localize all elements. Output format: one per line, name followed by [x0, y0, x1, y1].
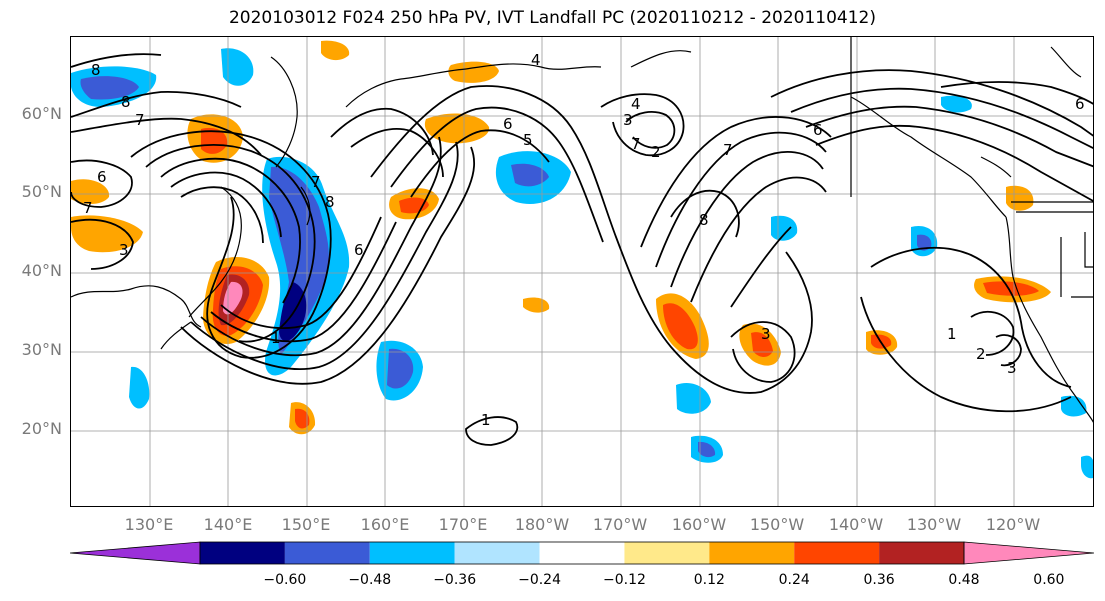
map-plot: 8 8 7 6 7 3 4 4 3 6 5 7 2 6 7 8 6 1 1 2 …: [71, 37, 1093, 506]
positive-anomaly-region: [663, 303, 698, 350]
map-title: 2020103012 F024 250 hPa PV, IVT Landfall…: [228, 8, 876, 28]
lat-label: 20°N: [21, 419, 62, 438]
positive-anomaly-region: [448, 61, 499, 83]
lon-label: 140°E: [203, 515, 253, 534]
contour-label: 8: [121, 93, 131, 111]
colorbar-tick-label: −0.24: [518, 572, 561, 588]
colorbar-segment: [454, 542, 540, 564]
colorbar-segment: [794, 542, 880, 564]
pv-shading-layer: [71, 40, 1093, 479]
negative-anomaly-region: [387, 348, 414, 389]
contour-label: 5: [523, 131, 533, 149]
positive-anomaly-region: [321, 40, 350, 61]
contour-label: 3: [623, 111, 633, 129]
colorbar-tick-label: −0.60: [263, 572, 307, 588]
negative-anomaly-region: [941, 95, 972, 113]
lon-label: 170°E: [438, 515, 488, 534]
contour-label: 8: [91, 61, 101, 79]
negative-anomaly-region: [129, 366, 150, 409]
contour-label: 7: [631, 135, 641, 153]
colorbar-tick-label: 0.60: [1033, 572, 1065, 588]
negative-anomaly-region: [676, 382, 711, 414]
positive-anomaly-region: [1006, 185, 1034, 211]
lat-label: 40°N: [21, 261, 62, 280]
lon-label: 120°W: [985, 515, 1041, 534]
colorbar-segment: [879, 542, 964, 564]
contour-label: 7: [311, 173, 321, 191]
colorbar-tick-label: −0.12: [602, 572, 646, 588]
contour-label: 8: [699, 211, 709, 229]
positive-anomaly-region: [983, 281, 1039, 296]
lon-label: 140°W: [828, 515, 884, 534]
contour-label: 7: [723, 141, 733, 159]
colorbar-tick-label: −0.36: [433, 572, 477, 588]
map-panel: 8 8 7 6 7 3 4 4 3 6 5 7 2 6 7 8 6 1 1 2 …: [70, 36, 1094, 507]
contour-label: 2: [976, 345, 986, 363]
colorbar-tick-label: −0.48: [348, 572, 392, 588]
contour-label: 3: [119, 241, 129, 259]
positive-anomaly-region: [523, 297, 550, 313]
colorbar: [70, 541, 1094, 565]
lon-label: 150°W: [749, 515, 805, 534]
contour-label: 3: [761, 325, 771, 343]
colorbar-extend-max: [963, 541, 1094, 565]
lat-label: 30°N: [21, 340, 62, 359]
contour-label: 6: [1075, 95, 1085, 113]
negative-anomaly-region: [698, 441, 716, 458]
colorbar-segment: [624, 542, 710, 564]
colorbar-segment: [200, 542, 285, 564]
contour-label: 7: [135, 111, 145, 129]
negative-anomaly-region: [1061, 395, 1087, 417]
lon-label: 180°W: [514, 515, 570, 534]
positive-anomaly-region: [1081, 455, 1093, 479]
contour-label: 7: [83, 199, 93, 217]
graticule: [71, 37, 1093, 506]
contour-label: 3: [1007, 359, 1017, 377]
lon-label: 160°W: [671, 515, 727, 534]
colorbar-extend-min: [70, 541, 201, 565]
lat-label: 60°N: [21, 104, 62, 123]
colorbar-segment: [369, 542, 455, 564]
colorbar-tick-label: 0.36: [863, 572, 895, 588]
contour-label: 6: [97, 168, 107, 186]
pv-contours: [71, 53, 1093, 446]
negative-anomaly-region: [511, 163, 549, 187]
contour-label: 4: [631, 95, 641, 113]
lat-label: 50°N: [21, 182, 62, 201]
lon-label: 130°W: [906, 515, 962, 534]
positive-anomaly-region: [201, 127, 228, 154]
contour-label: 6: [354, 241, 364, 259]
colorbar-tick-label: 0.12: [693, 572, 725, 588]
contour-label: 8: [325, 193, 335, 211]
colorbar-tick-label: 0.48: [948, 572, 980, 588]
colorbar-segment: [709, 542, 795, 564]
negative-anomaly-region: [221, 48, 254, 86]
positive-anomaly-region: [71, 179, 110, 204]
contour-label: 6: [503, 115, 513, 133]
negative-anomaly-region: [771, 215, 798, 241]
contour-label: 1: [481, 411, 491, 429]
positive-anomaly-region: [295, 408, 310, 429]
negative-anomaly-region: [917, 234, 932, 251]
colorbar-segment: [539, 542, 625, 564]
contour-label: 2: [651, 143, 661, 161]
coastlines: [71, 37, 1093, 423]
contour-label: 6: [813, 121, 823, 139]
colorbar-tick-label: 0.24: [778, 572, 810, 588]
contour-label: 1: [947, 325, 957, 343]
lon-label: 160°E: [360, 515, 410, 534]
contour-label: 4: [531, 51, 541, 69]
positive-anomaly-region: [751, 332, 773, 357]
contour-label: 1: [271, 329, 281, 347]
positive-anomaly-region: [71, 215, 143, 253]
positive-anomaly-region: [424, 113, 490, 144]
lon-label: 150°E: [281, 515, 331, 534]
lon-label: 170°W: [592, 515, 648, 534]
negative-anomaly-region: [80, 76, 139, 100]
lon-label: 130°E: [124, 515, 174, 534]
colorbar-outline: [199, 541, 965, 565]
colorbar-segment: [284, 542, 370, 564]
